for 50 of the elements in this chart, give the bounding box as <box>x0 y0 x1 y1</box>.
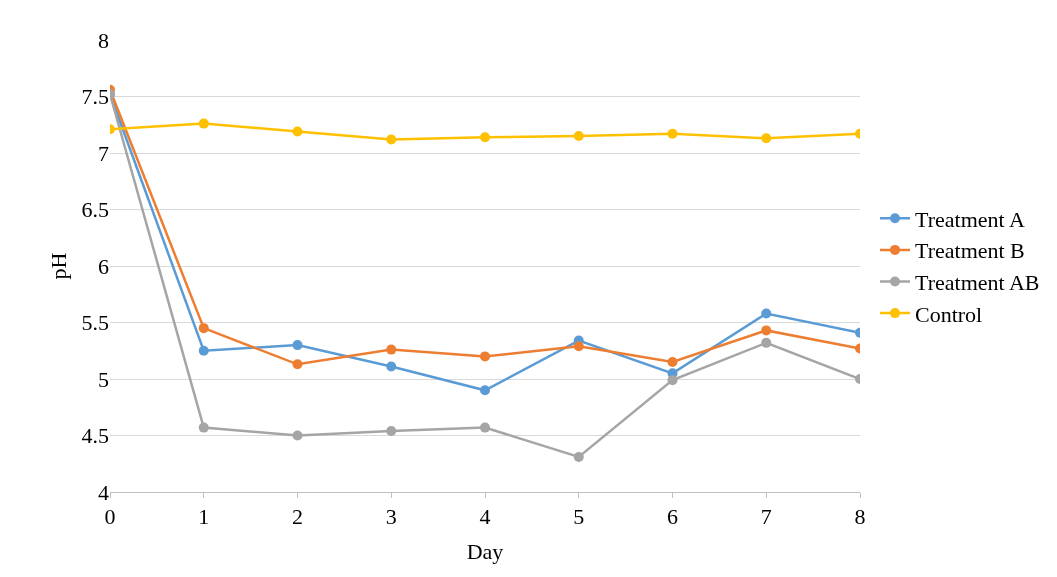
point <box>480 132 490 143</box>
legend-label: Treatment B <box>915 238 1025 264</box>
legend-label: Treatment AB <box>915 270 1040 296</box>
point <box>480 351 490 362</box>
y-tick-label: 5.5 <box>81 310 109 336</box>
point <box>480 422 490 433</box>
point <box>386 425 397 436</box>
y-tick-label: 8 <box>98 27 109 53</box>
y-tick-label: 6 <box>98 253 109 279</box>
point <box>198 323 209 334</box>
y-tick-label: 6.5 <box>81 197 109 223</box>
point <box>480 385 490 396</box>
point <box>573 341 584 352</box>
point <box>292 359 303 370</box>
point <box>667 375 678 386</box>
point <box>386 344 397 355</box>
x-tick-label: 0 <box>104 504 116 530</box>
legend-label: Treatment A <box>915 206 1025 232</box>
point <box>198 422 209 433</box>
point <box>761 337 772 348</box>
point <box>198 345 209 356</box>
point <box>761 308 772 319</box>
point <box>292 340 303 351</box>
x-tick-label: 6 <box>667 504 678 530</box>
point <box>573 131 584 142</box>
legend-label: Control <box>915 301 983 327</box>
x-tick-label: 4 <box>479 504 491 530</box>
x-tick-label: 1 <box>198 504 210 530</box>
point <box>198 118 209 129</box>
point <box>667 128 678 139</box>
y-tick-label: 7 <box>98 140 109 166</box>
point <box>292 126 303 137</box>
point <box>292 430 303 441</box>
y-tick-label: 5 <box>98 366 109 392</box>
point <box>761 133 772 144</box>
y-axis-title: pH <box>46 252 72 280</box>
y-tick-label: 4 <box>98 479 109 505</box>
x-tick-label: 2 <box>292 504 303 530</box>
x-tick-label: 8 <box>854 504 866 530</box>
point <box>761 325 772 336</box>
x-axis-title: Day <box>466 539 504 565</box>
y-tick-label: 7.5 <box>81 84 109 110</box>
point <box>573 451 584 462</box>
x-tick-label: 5 <box>573 504 585 530</box>
x-tick-label: 7 <box>760 504 772 530</box>
x-tick-label: 3 <box>385 504 397 530</box>
point <box>667 357 678 368</box>
point <box>386 134 397 145</box>
point <box>386 361 397 372</box>
y-tick-label: 4.5 <box>81 423 109 449</box>
